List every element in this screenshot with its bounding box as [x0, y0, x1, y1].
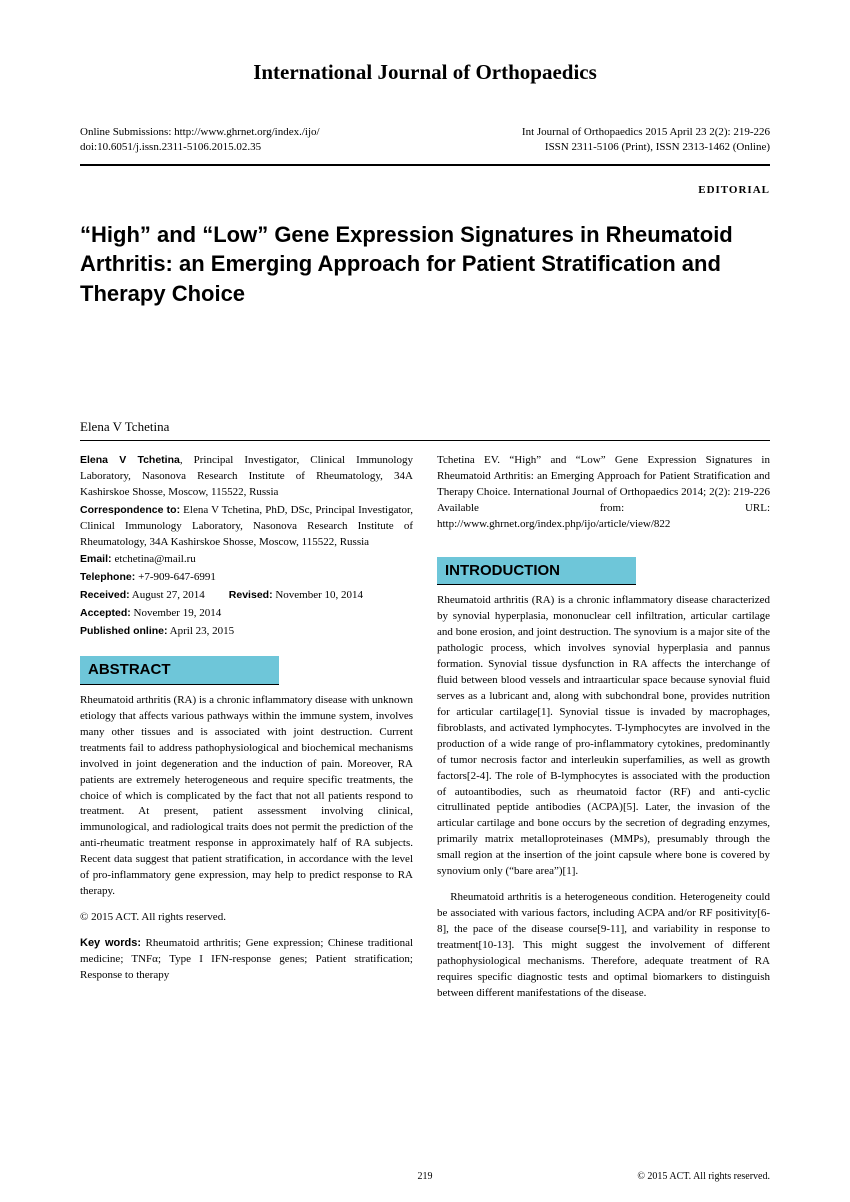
abstract-heading: ABSTRACT — [80, 656, 279, 685]
page-number: 219 — [418, 1171, 433, 1182]
submission-url: Online Submissions: http://www.ghrnet.or… — [80, 125, 320, 140]
article-title: “High” and “Low” Gene Expression Signatu… — [80, 220, 770, 309]
footer-copyright: © 2015 ACT. All rights reserved. — [637, 1171, 770, 1182]
doi: doi:10.6051/j.issn.2311-5106.2015.02.35 — [80, 140, 320, 155]
issn: ISSN 2311-5106 (Print), ISSN 2313-1462 (… — [522, 140, 770, 155]
left-column: Elena V Tchetina, Principal Investigator… — [80, 453, 413, 1012]
intro-heading: INTRODUCTION — [437, 557, 636, 586]
copyright-line: © 2015 ACT. All rights reserved. — [80, 910, 413, 926]
email-block: Email: etchetina@mail.ru — [80, 552, 413, 568]
author-name: Elena V Tchetina — [80, 419, 770, 441]
citation-block: Tchetina EV. “High” and “Low” Gene Expre… — [437, 453, 770, 533]
correspondence-name: Elena V Tchetina, PhD, DSc, — [180, 504, 312, 516]
keywords-label: Key words: — [80, 937, 141, 949]
content-columns: Elena V Tchetina, Principal Investigator… — [80, 453, 770, 1012]
page-footer: 219 © 2015 ACT. All rights reserved. — [80, 1171, 770, 1182]
received-value: August 27, 2014 — [130, 589, 205, 601]
journal-issue: Int Journal of Orthopaedics 2015 April 2… — [522, 125, 770, 140]
accepted-label: Accepted: — [80, 607, 131, 619]
header-info-bar: Online Submissions: http://www.ghrnet.or… — [80, 125, 770, 166]
dates-row1: Received: August 27, 2014 Revised: Novem… — [80, 588, 413, 604]
received-label: Received: — [80, 589, 130, 601]
abstract-body: Rheumatoid arthritis (RA) is a chronic i… — [80, 693, 413, 900]
published-value: April 23, 2015 — [168, 625, 235, 637]
telephone-block: Telephone: +7-909-647-6991 — [80, 570, 413, 586]
right-column: Tchetina EV. “High” and “Low” Gene Expre… — [437, 453, 770, 1012]
intro-paragraph-2: Rheumatoid arthritis is a heterogeneous … — [437, 890, 770, 1002]
article-type: EDITORIAL — [80, 184, 770, 196]
correspondence-label: Correspondence to: — [80, 504, 180, 516]
accepted-value: November 19, 2014 — [131, 607, 221, 619]
email-label: Email: — [80, 553, 114, 565]
email-value: etchetina@mail.ru — [114, 553, 195, 565]
published-block: Published online: April 23, 2015 — [80, 624, 413, 640]
affiliation-name: Elena V Tchetina — [80, 454, 180, 466]
revised-value: November 10, 2014 — [273, 589, 363, 601]
telephone-value: +7-909-647-6991 — [138, 571, 216, 583]
correspondence-block: Correspondence to: Elena V Tchetina, PhD… — [80, 503, 413, 551]
journal-title: International Journal of Orthopaedics — [80, 60, 770, 85]
telephone-label: Telephone: — [80, 571, 138, 583]
affiliation-block: Elena V Tchetina, Principal Investigator… — [80, 453, 413, 501]
revised-label: Revised: — [229, 589, 273, 601]
accepted-block: Accepted: November 19, 2014 — [80, 606, 413, 622]
keywords-block: Key words: Rheumatoid arthritis; Gene ex… — [80, 936, 413, 984]
published-label: Published online: — [80, 625, 168, 637]
intro-paragraph-1: Rheumatoid arthritis (RA) is a chronic i… — [437, 593, 770, 880]
